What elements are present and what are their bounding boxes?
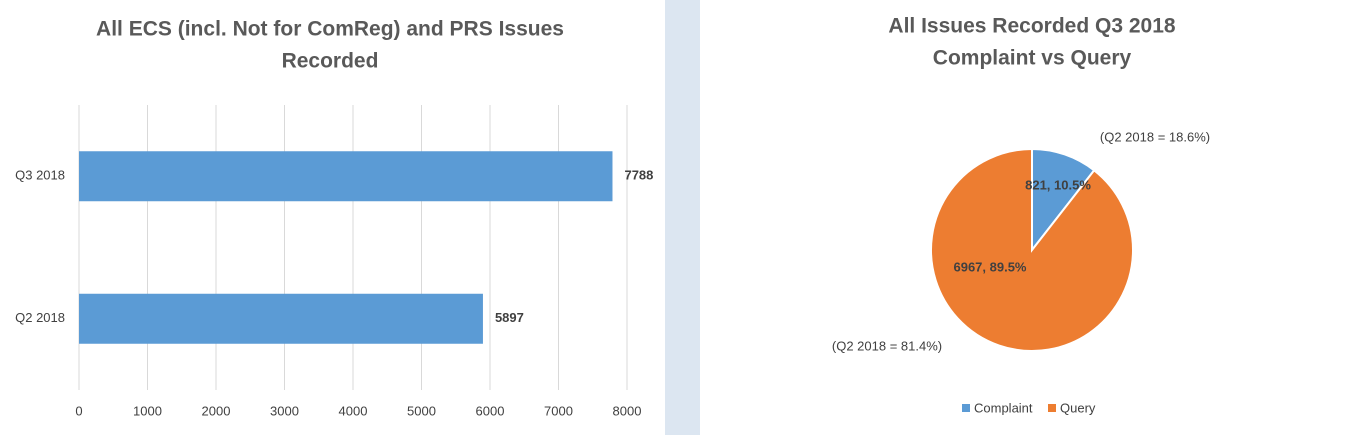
y-tick-label: Q3 2018 [15, 168, 65, 183]
value-label: 7788 [624, 168, 653, 183]
value-label: 5897 [495, 310, 524, 325]
x-tick-label: 5000 [407, 403, 436, 418]
x-tick-label: 3000 [270, 403, 299, 418]
y-tick-label: Q2 2018 [15, 310, 65, 325]
chart-title: Recorded [282, 50, 379, 73]
legend-label: Query [1060, 400, 1096, 415]
x-tick-label: 1000 [133, 403, 162, 418]
x-tick-label: 4000 [339, 403, 368, 418]
divider [665, 0, 700, 435]
x-tick-label: 6000 [476, 403, 505, 418]
x-tick-label: 0 [75, 403, 82, 418]
value-label: 6967, 89.5% [953, 259, 1026, 274]
annotation: (Q2 2018 = 81.4%) [832, 338, 942, 353]
bar [79, 293, 483, 344]
chart-title: Complaint vs Query [933, 47, 1132, 70]
legend-swatch [962, 404, 970, 412]
pie-slice [929, 147, 1134, 352]
chart-title: All Issues Recorded Q3 2018 [888, 15, 1175, 38]
legend-swatch [1048, 404, 1056, 412]
bar [79, 151, 613, 202]
legend-label: Complaint [974, 400, 1033, 415]
chart-title: All ECS (incl. Not for ComReg) and PRS I… [96, 18, 564, 41]
x-tick-label: 2000 [202, 403, 231, 418]
value-label: 821, 10.5% [1025, 177, 1091, 192]
x-tick-label: 8000 [613, 403, 642, 418]
x-tick-label: 7000 [544, 403, 573, 418]
annotation: (Q2 2018 = 18.6%) [1100, 129, 1210, 144]
